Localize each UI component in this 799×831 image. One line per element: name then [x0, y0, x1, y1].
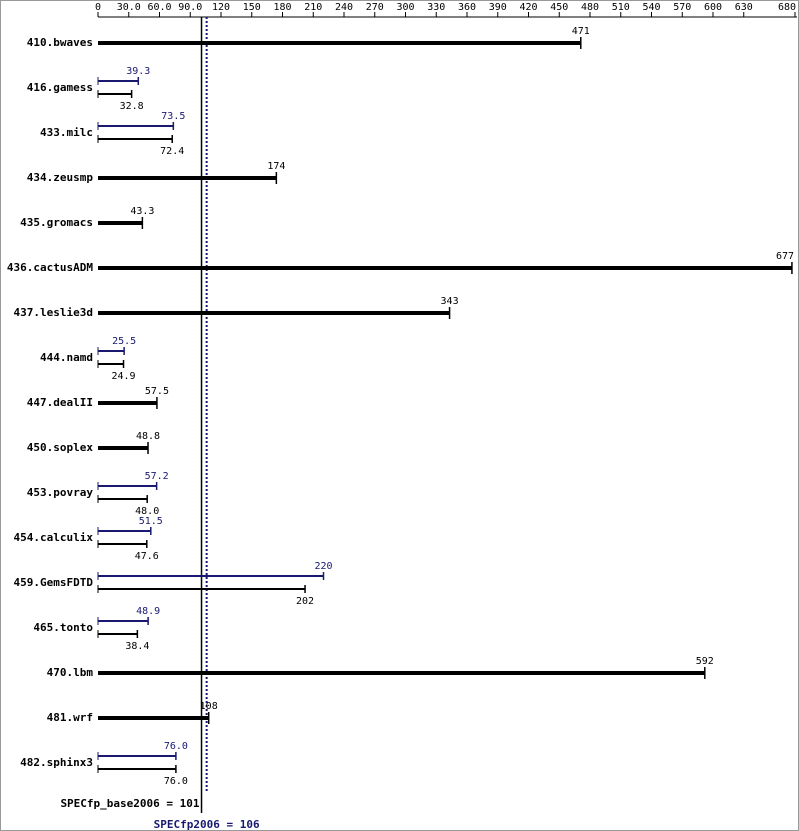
x-tick-label: 390 [489, 2, 507, 13]
x-tick-label: 0 [95, 2, 101, 13]
x-tick-label: 360 [458, 2, 476, 13]
x-tick-label: 300 [396, 2, 414, 13]
x-tick-label: 30.0 [117, 2, 141, 13]
y-tick-label: 459.GemsFDTD [14, 576, 94, 589]
value-label: 592 [696, 656, 714, 667]
value-label: 108 [200, 701, 218, 712]
value-label: 47.6 [135, 551, 159, 562]
y-tick-label: 434.zeusmp [27, 171, 94, 184]
value-label: 677 [776, 251, 794, 262]
y-tick-label: 450.soplex [27, 441, 94, 454]
x-tick-label: 90.0 [178, 2, 202, 13]
y-tick-label: 482.sphinx3 [20, 756, 93, 769]
x-tick-label: 150 [243, 2, 261, 13]
value-label: 24.9 [111, 371, 135, 382]
value-label: 72.4 [160, 146, 184, 157]
value-label: 57.5 [145, 386, 169, 397]
y-tick-label: 444.namd [40, 351, 93, 364]
y-tick-label: 437.leslie3d [14, 306, 93, 319]
y-tick-label: 447.dealII [27, 396, 93, 409]
y-tick-label: 465.tonto [33, 621, 93, 634]
x-tick-label: 270 [366, 2, 384, 13]
value-label: 471 [572, 26, 590, 37]
x-tick-label: 630 [735, 2, 753, 13]
value-label: 174 [267, 161, 285, 172]
value-label: 32.8 [120, 101, 144, 112]
value-label: 48.8 [136, 431, 160, 442]
x-tick-label: 570 [673, 2, 691, 13]
x-tick-label: 180 [273, 2, 291, 13]
value-label: 343 [441, 296, 459, 307]
reference-label: SPECfp2006 = 106 [154, 818, 260, 831]
y-tick-label: 435.gromacs [20, 216, 93, 229]
value-label: 43.3 [130, 206, 154, 217]
x-tick-label: 210 [304, 2, 322, 13]
x-tick-label: 450 [550, 2, 568, 13]
y-tick-label: 416.gamess [27, 81, 93, 94]
x-tick-label: 240 [335, 2, 353, 13]
value-label: 51.5 [139, 516, 163, 527]
value-label: 202 [296, 596, 314, 607]
x-tick-label: 420 [519, 2, 537, 13]
value-label: 76.0 [164, 776, 188, 787]
y-tick-label: 481.wrf [47, 711, 93, 724]
y-tick-label: 454.calculix [14, 531, 94, 544]
reference-label: SPECfp_base2006 = 101 [60, 797, 199, 810]
y-tick-label: 433.milc [40, 126, 93, 139]
value-label: 38.4 [125, 641, 149, 652]
x-tick-label: 600 [704, 2, 722, 13]
value-label: 48.0 [135, 506, 159, 517]
x-tick-label: 330 [427, 2, 445, 13]
value-label: 73.5 [161, 111, 185, 122]
y-tick-label: 453.povray [27, 486, 94, 499]
y-tick-label: 436.cactusADM [7, 261, 93, 274]
value-label: 25.5 [112, 336, 136, 347]
y-tick-label: 410.bwaves [27, 36, 93, 49]
value-label: 220 [314, 561, 332, 572]
x-tick-label: 510 [612, 2, 630, 13]
value-label: 57.2 [145, 471, 169, 482]
value-label: 48.9 [136, 606, 160, 617]
x-tick-label: 680 [778, 2, 796, 13]
x-tick-label: 540 [642, 2, 660, 13]
x-tick-label: 120 [212, 2, 230, 13]
x-tick-label: 480 [581, 2, 599, 13]
value-label: 39.3 [126, 66, 150, 77]
y-tick-label: 470.lbm [47, 666, 94, 679]
value-label: 76.0 [164, 741, 188, 752]
x-tick-label: 60.0 [147, 2, 171, 13]
